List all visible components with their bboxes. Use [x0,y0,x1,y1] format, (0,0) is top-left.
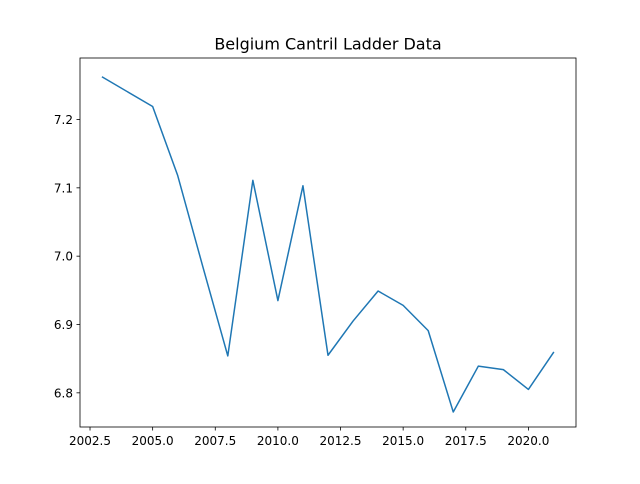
axes: 2002.5 2005.0 2007.5 2010.0 2012.5 2015.0 2017… [54,57,577,448]
x-tick-label: 2012.5 [320,434,362,448]
x-tick-label: 2017.5 [445,434,487,448]
plot-area [101,76,555,413]
x-tick-label: 2007.5 [194,434,236,448]
plot-frame [79,57,577,428]
series-line-0 [101,76,555,413]
y-tick-label: 7.0 [54,250,73,264]
y-tick-label: 6.9 [54,318,73,332]
x-tick-label: 2015.0 [382,434,424,448]
y-tick-label: 7.2 [54,113,73,127]
x-tick-label: 2002.5 [69,434,111,448]
y-tick-label: 7.1 [54,181,73,195]
y-tick-label: 6.8 [54,386,73,400]
x-tick-label: 2010.0 [257,434,299,448]
x-tick-label: 2020.0 [507,434,549,448]
chart-title: Belgium Cantril Ladder Data [214,35,441,54]
x-tick-label: 2005.0 [132,434,174,448]
